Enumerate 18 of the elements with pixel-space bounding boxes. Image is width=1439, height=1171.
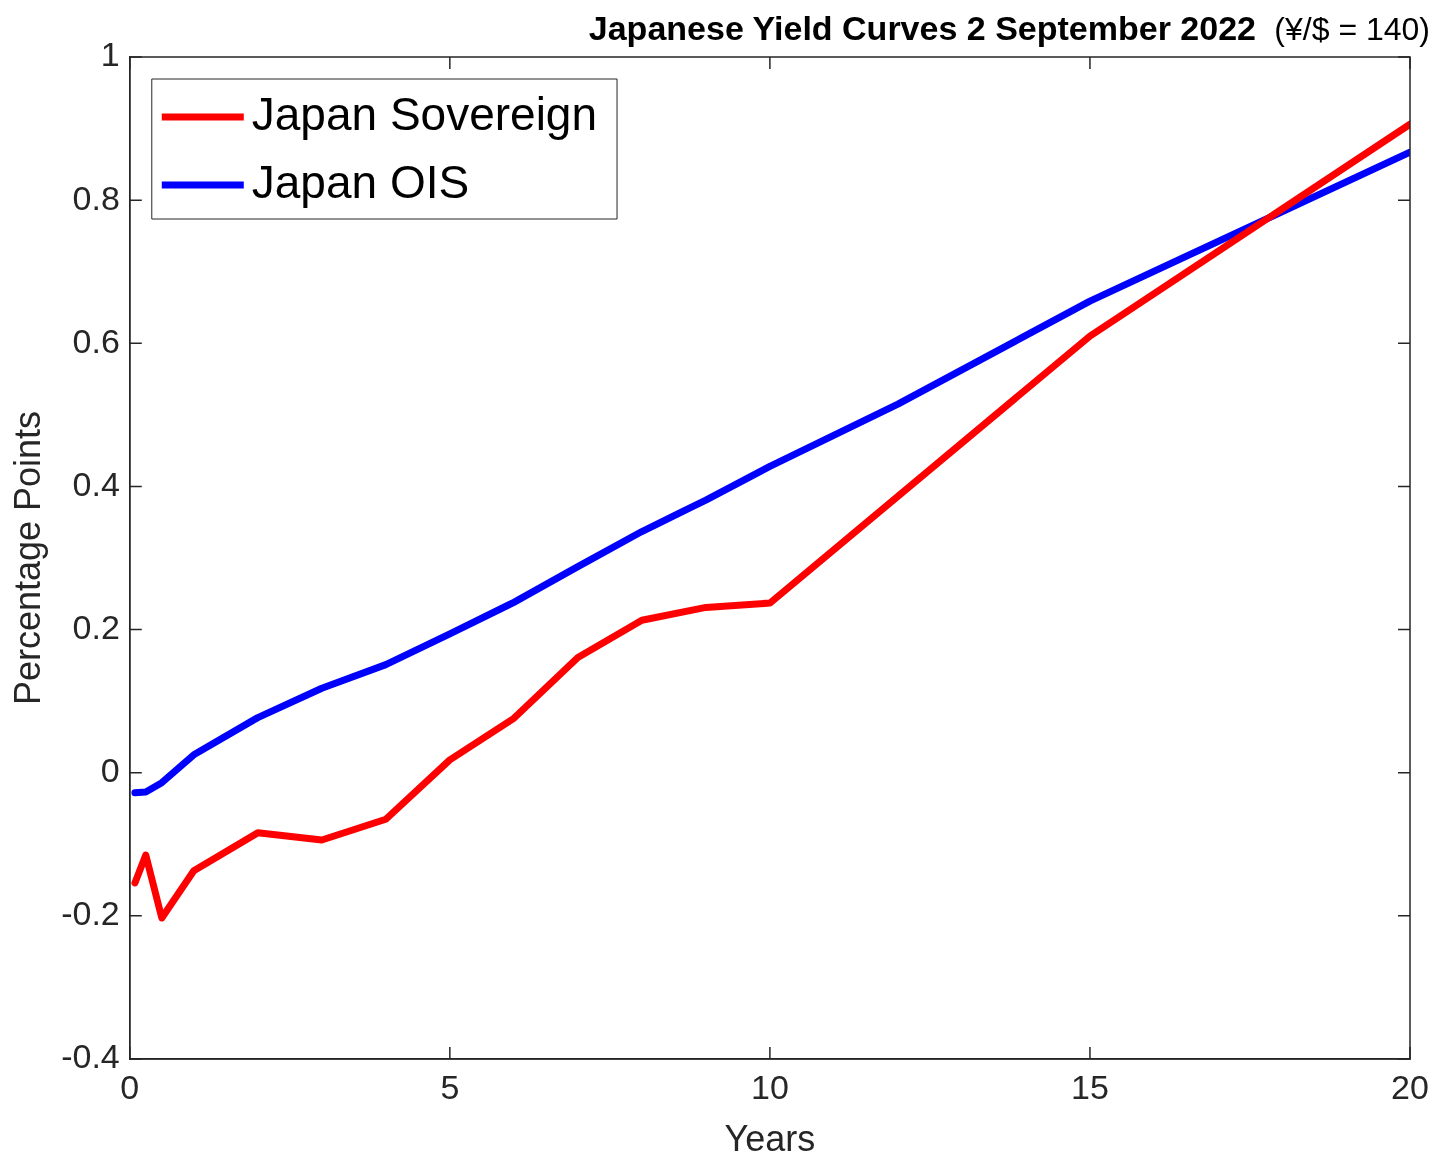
x-tick-label: 10	[750, 1067, 789, 1106]
x-tick-label: 15	[1071, 1067, 1109, 1106]
y-tick-label: 0.8	[72, 178, 120, 217]
x-axis-title: Years	[724, 1118, 816, 1160]
legend-label: Japan OIS	[251, 155, 470, 208]
y-tick-label: -0.2	[61, 894, 120, 933]
y-tick-label: 0.2	[72, 607, 120, 646]
y-tick-label: 0.4	[72, 464, 120, 503]
y-tick-label: 0	[100, 751, 120, 790]
y-tick-label: -0.4	[61, 1037, 120, 1076]
chart-subtitle: (¥/$ = 140)	[1256, 11, 1430, 47]
x-tick-label: 5	[440, 1067, 460, 1106]
chart-title: Japanese Yield Curves 2 September 2022	[588, 9, 1256, 47]
y-tick-label: 1	[100, 35, 120, 74]
legend-label: Japan Sovereign	[251, 87, 598, 140]
y-axis-title: Percentage Points	[6, 410, 48, 706]
x-tick-label: 20	[1391, 1067, 1429, 1106]
y-tick-label: 0.6	[72, 321, 120, 360]
